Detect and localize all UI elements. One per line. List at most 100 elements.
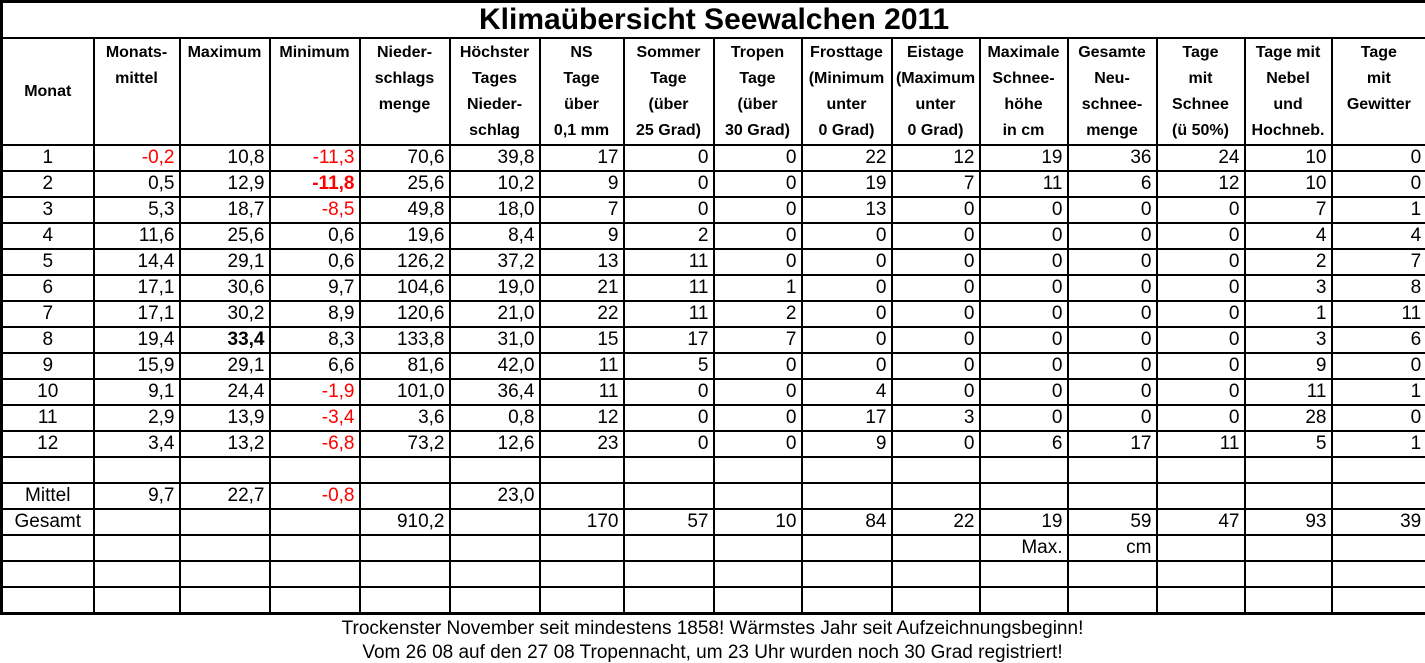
cell-niederschlagsmenge bbox=[358, 456, 451, 484]
cell-hoechster-tagesniederschlag: 42,0 bbox=[448, 352, 541, 380]
cell-maximum: 10,8 bbox=[178, 144, 271, 172]
cell-maximale-schneehoehe: 19 bbox=[978, 144, 1069, 172]
table-row-7: 7 17,1 30,2 8,9 120,6 21,0 22 11 2 0 0 0 0 0 1 11 bbox=[0, 300, 1425, 328]
cell-maximum: 25,6 bbox=[178, 222, 271, 250]
cell-frosttage bbox=[800, 482, 893, 510]
cell-hoechster-tagesniederschlag: 19,0 bbox=[448, 274, 541, 302]
cell-monat: 10 bbox=[0, 378, 95, 406]
cell-tage-mit-gewitter: 0 bbox=[1330, 352, 1425, 380]
cell-sommertage: 11 bbox=[622, 248, 715, 276]
column-header-sommertage: Sommer Tage (über 25 Grad) bbox=[622, 37, 715, 146]
cell-tropentage: 0 bbox=[712, 170, 803, 198]
cell-eistage: 0 bbox=[890, 300, 981, 328]
cell-eistage bbox=[890, 586, 981, 615]
cell-ns-tage bbox=[538, 534, 625, 562]
cell-frosttage: 0 bbox=[800, 222, 893, 250]
cell-minimum: 9,7 bbox=[268, 274, 361, 302]
cell-tage-mit-schnee bbox=[1155, 586, 1246, 615]
cell-eistage: 12 bbox=[890, 144, 981, 172]
cell-monat: 1 bbox=[0, 144, 95, 172]
cell-ns-tage: 9 bbox=[538, 222, 625, 250]
cell-tage-mit-schnee: 47 bbox=[1155, 508, 1246, 536]
cell-hoechster-tagesniederschlag bbox=[448, 586, 541, 615]
cell-tage-mit-nebel: 9 bbox=[1243, 352, 1333, 380]
cell-tage-mit-gewitter: 6 bbox=[1330, 326, 1425, 354]
cell-eistage: 0 bbox=[890, 430, 981, 458]
column-header-minimum: Minimum bbox=[268, 37, 361, 146]
cell-eistage: 0 bbox=[890, 222, 981, 250]
cell-niederschlagsmenge: 126,2 bbox=[358, 248, 451, 276]
cell-gesamte-neuschneemenge: 59 bbox=[1066, 508, 1158, 536]
column-header-monatsmittel: Monats-mittel bbox=[92, 37, 181, 146]
cell-hoechster-tagesniederschlag: 23,0 bbox=[448, 482, 541, 510]
table-row-4: 4 11,6 25,6 0,6 19,6 8,4 9 2 0 0 0 0 0 0 4 4 bbox=[0, 222, 1425, 250]
cell-maximale-schneehoehe: Max. bbox=[978, 534, 1069, 562]
table-head: Klimaübersicht Seewalchen 2011 Monat Mona… bbox=[0, 0, 1425, 146]
cell-maximum bbox=[178, 508, 271, 536]
cell-eistage: 0 bbox=[890, 248, 981, 276]
cell-monat: 8 bbox=[0, 326, 95, 354]
cell-minimum: 0,6 bbox=[268, 222, 361, 250]
footer-notes: Trockenster November seit mindestens 185… bbox=[0, 615, 1425, 663]
cell-frosttage: 0 bbox=[800, 248, 893, 276]
cell-gesamte-neuschneemenge: 0 bbox=[1066, 326, 1158, 354]
cell-eistage: 22 bbox=[890, 508, 981, 536]
cell-gesamte-neuschneemenge: 0 bbox=[1066, 352, 1158, 380]
table-row-14: Mittel 9,7 22,7 -0,8 23,0 bbox=[0, 482, 1425, 510]
cell-monatsmittel bbox=[92, 508, 181, 536]
cell-niederschlagsmenge bbox=[358, 534, 451, 562]
cell-minimum: -6,8 bbox=[268, 430, 361, 458]
cell-eistage: 0 bbox=[890, 326, 981, 354]
cell-gesamte-neuschneemenge: 0 bbox=[1066, 196, 1158, 224]
cell-monatsmittel bbox=[92, 456, 181, 484]
cell-ns-tage bbox=[538, 456, 625, 484]
cell-eistage: 3 bbox=[890, 404, 981, 432]
cell-maximum: 13,2 bbox=[178, 430, 271, 458]
cell-tage-mit-schnee: 0 bbox=[1155, 196, 1246, 224]
cell-hoechster-tagesniederschlag: 10,2 bbox=[448, 170, 541, 198]
cell-gesamte-neuschneemenge bbox=[1066, 560, 1158, 588]
cell-minimum: -8,5 bbox=[268, 196, 361, 224]
cell-sommertage bbox=[622, 456, 715, 484]
cell-maximum: 33,4 bbox=[178, 326, 271, 354]
cell-ns-tage: 12 bbox=[538, 404, 625, 432]
column-header-frosttage: Frosttage (Minimum unter 0 Grad) bbox=[800, 37, 893, 146]
cell-frosttage: 0 bbox=[800, 300, 893, 328]
cell-minimum bbox=[268, 456, 361, 484]
cell-frosttage: 84 bbox=[800, 508, 893, 536]
cell-minimum bbox=[268, 508, 361, 536]
cell-monat: 2 bbox=[0, 170, 95, 198]
cell-niederschlagsmenge: 101,0 bbox=[358, 378, 451, 406]
cell-gesamte-neuschneemenge bbox=[1066, 586, 1158, 615]
cell-monat: 11 bbox=[0, 404, 95, 432]
cell-frosttage bbox=[800, 456, 893, 484]
table-body: 1 -0,2 10,8 -11,3 70,6 39,8 17 0 0 22 12 19 36 24 10 0 2… bbox=[0, 144, 1425, 615]
cell-tage-mit-nebel bbox=[1243, 586, 1333, 615]
cell-tage-mit-schnee: 0 bbox=[1155, 222, 1246, 250]
cell-tage-mit-gewitter: 4 bbox=[1330, 222, 1425, 250]
cell-eistage: 0 bbox=[890, 196, 981, 224]
cell-tage-mit-schnee: 11 bbox=[1155, 430, 1246, 458]
cell-ns-tage bbox=[538, 560, 625, 588]
cell-maximale-schneehoehe bbox=[978, 560, 1069, 588]
cell-maximum: 12,9 bbox=[178, 170, 271, 198]
cell-tropentage bbox=[712, 482, 803, 510]
cell-tage-mit-gewitter: 0 bbox=[1330, 170, 1425, 198]
cell-tage-mit-schnee: 0 bbox=[1155, 352, 1246, 380]
column-header-gesamte-neuschneemenge: Gesamte Neu-schnee-menge bbox=[1066, 37, 1158, 146]
table-row-15: Gesamt 910,2 170 57 10 84 22 19 59 47 93 39 bbox=[0, 508, 1425, 536]
cell-gesamte-neuschneemenge: 6 bbox=[1066, 170, 1158, 198]
cell-niederschlagsmenge: 104,6 bbox=[358, 274, 451, 302]
cell-sommertage bbox=[622, 534, 715, 562]
table-row-3: 3 5,3 18,7 -8,5 49,8 18,0 7 0 0 13 0 0 0 0 7 1 bbox=[0, 196, 1425, 224]
cell-sommertage: 0 bbox=[622, 378, 715, 406]
cell-sommertage: 17 bbox=[622, 326, 715, 354]
column-header-tage-mit-schnee: Tage mit Schnee (ü 50%) bbox=[1155, 37, 1246, 146]
cell-tage-mit-nebel: 11 bbox=[1243, 378, 1333, 406]
cell-tage-mit-gewitter bbox=[1330, 534, 1425, 562]
cell-maximum: 30,6 bbox=[178, 274, 271, 302]
cell-monat bbox=[0, 586, 95, 615]
cell-minimum bbox=[268, 534, 361, 562]
cell-monatsmittel: 9,1 bbox=[92, 378, 181, 406]
